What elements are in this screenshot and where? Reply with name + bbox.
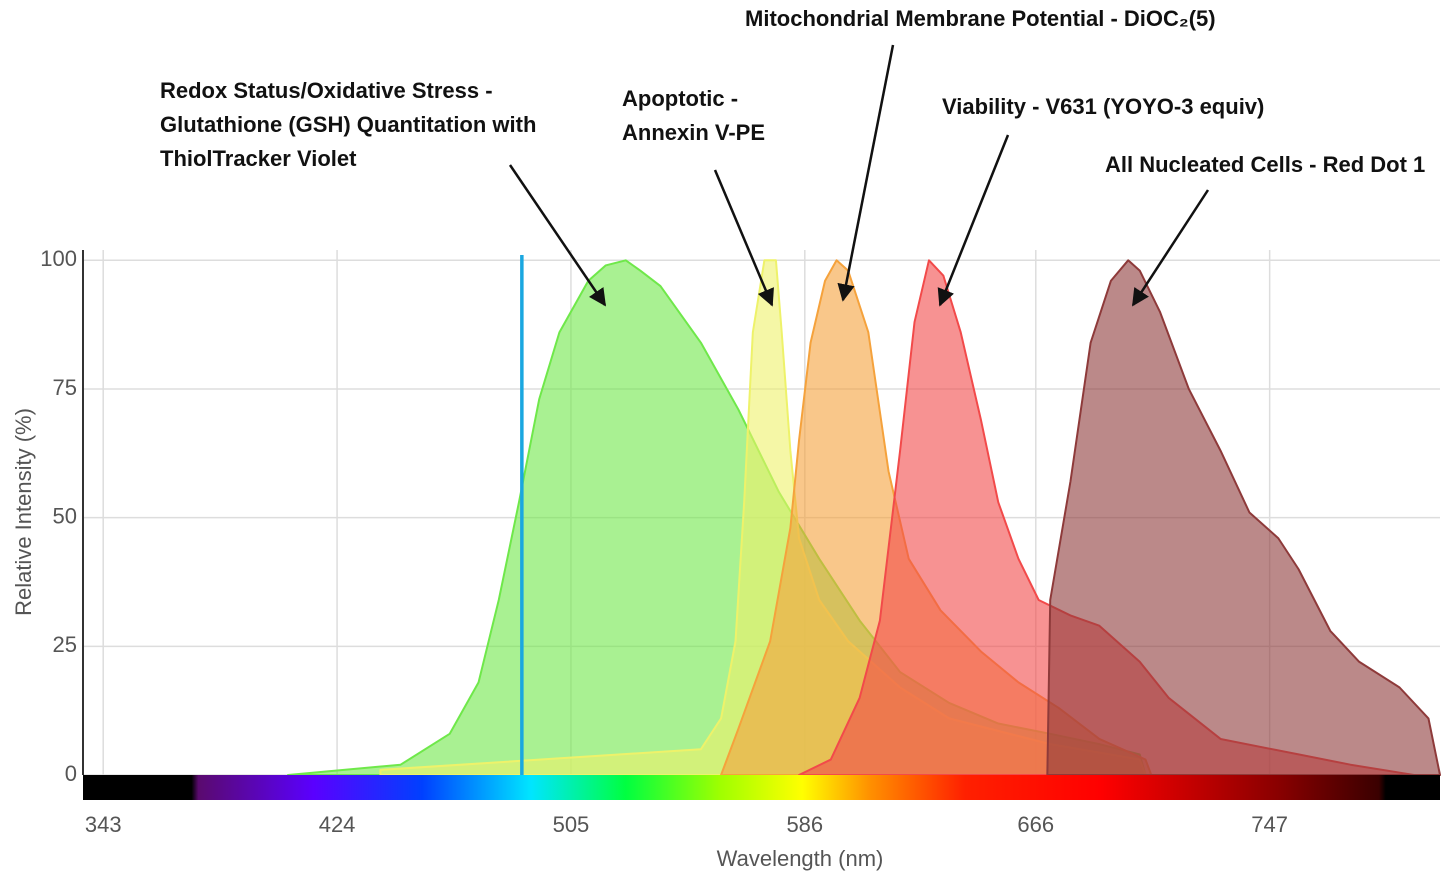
annotation-arrows: [508, 44, 1210, 307]
y-tick-label: 50: [53, 503, 77, 528]
annotation-label: Redox Status/Oxidative Stress - Glutathi…: [160, 78, 537, 171]
annotation-arrow: [837, 44, 895, 302]
spectrum-area: [1046, 259, 1441, 776]
annotation-arrow: [508, 164, 607, 307]
annotation-label: Viability - V631 (YOYO-3 equiv): [942, 94, 1265, 119]
annotation-arrow: [937, 134, 1010, 307]
y-tick-label: 25: [53, 632, 77, 657]
y-tick-label: 75: [53, 375, 77, 400]
annotation-label: All Nucleated Cells - Red Dot 1: [1105, 152, 1426, 177]
annotation-label: Apoptotic - Annexin V-PE: [622, 86, 766, 145]
x-tick-label: 424: [319, 812, 356, 837]
x-tick-label: 747: [1251, 812, 1288, 837]
annotation-arrow: [713, 169, 774, 307]
y-tick-label: 100: [40, 246, 77, 271]
x-tick-label: 586: [786, 812, 823, 837]
annotation-arrow: [1131, 189, 1210, 307]
x-tick-label: 666: [1017, 812, 1054, 837]
plot: [286, 255, 1441, 776]
y-tick-label: 0: [65, 761, 77, 786]
annotation-label: Mitochondrial Membrane Potential - DiOC₂…: [745, 6, 1216, 31]
x-tick-label: 505: [553, 812, 590, 837]
y-axis-label: Relative Intensity (%): [11, 408, 36, 616]
x-axis-label: Wavelength (nm): [717, 846, 884, 871]
x-tick-label: 343: [85, 812, 122, 837]
spectrum-bar: [83, 775, 1440, 800]
